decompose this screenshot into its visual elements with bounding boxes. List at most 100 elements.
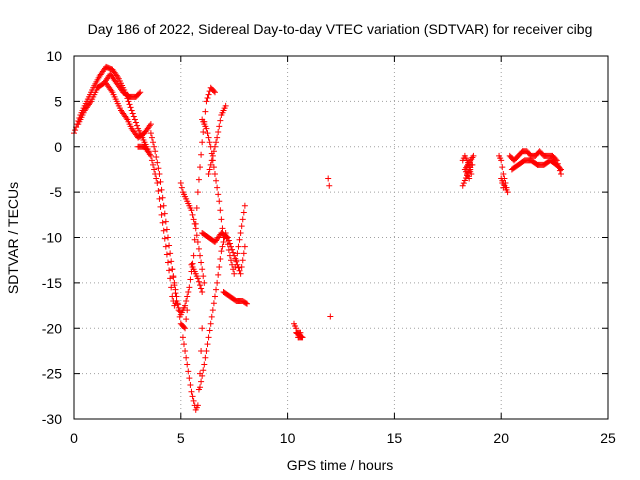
- data-point: [229, 261, 236, 268]
- data-point: [160, 227, 167, 234]
- data-point: [189, 393, 196, 400]
- data-point: [198, 378, 205, 385]
- y-tick-label: -10: [42, 230, 62, 246]
- data-point: [169, 293, 176, 300]
- data-point: [238, 263, 245, 270]
- data-point: [188, 388, 195, 395]
- data-point: [161, 235, 168, 242]
- y-tick-label: -5: [50, 184, 63, 200]
- data-point: [462, 174, 469, 181]
- data-point: [147, 121, 154, 128]
- data-point: [154, 159, 161, 166]
- data-point: [132, 119, 139, 126]
- data-point: [326, 182, 333, 189]
- data-point: [325, 175, 332, 182]
- data-point: [137, 89, 144, 96]
- data-point: [199, 372, 206, 379]
- data-point: [195, 278, 202, 285]
- data-point: [150, 161, 157, 168]
- data-point: [158, 211, 165, 218]
- data-point: [236, 236, 243, 243]
- data-point: [184, 293, 191, 300]
- data-point: [147, 152, 154, 159]
- data-point: [205, 134, 212, 141]
- data-point: [216, 198, 223, 205]
- data-point: [187, 381, 194, 388]
- data-point: [194, 402, 201, 409]
- data-point: [556, 165, 563, 172]
- data-point: [208, 313, 215, 320]
- data-point: [214, 184, 221, 191]
- data-point: [203, 98, 210, 105]
- data-point: [233, 258, 240, 265]
- data-point: [185, 368, 192, 375]
- data-point: [195, 245, 202, 252]
- data-point: [187, 276, 194, 283]
- data-point: [213, 139, 220, 146]
- data-point: [134, 122, 141, 129]
- data-point: [158, 186, 165, 193]
- data-point: [164, 259, 171, 266]
- data-point: [186, 284, 193, 291]
- data-point: [151, 166, 158, 173]
- data-point: [216, 263, 223, 270]
- data-point: [223, 233, 230, 240]
- data-point: [136, 90, 143, 97]
- data-point: [72, 127, 79, 134]
- data-point: [160, 202, 167, 209]
- data-point: [168, 284, 175, 291]
- data-point: [209, 152, 216, 159]
- grid-lines: [74, 56, 608, 419]
- data-point: [206, 166, 213, 173]
- data-point: [215, 191, 222, 198]
- data-point: [167, 250, 174, 257]
- data-point: [127, 104, 134, 111]
- data-point: [191, 220, 198, 227]
- data-point: [459, 182, 466, 189]
- data-point: [186, 375, 193, 382]
- data-point: [218, 248, 225, 255]
- data-point: [181, 341, 188, 348]
- data-point: [151, 143, 158, 150]
- data-point: [211, 89, 218, 96]
- data-point: [183, 316, 190, 323]
- data-point: [500, 170, 507, 177]
- data-point: [206, 139, 213, 146]
- data-point: [194, 189, 201, 196]
- data-point: [222, 102, 229, 109]
- data-point: [128, 107, 135, 114]
- data-point: [465, 169, 472, 176]
- data-point: [230, 249, 237, 256]
- data-point: [206, 327, 213, 334]
- data-point: [226, 240, 233, 247]
- data-point: [241, 202, 248, 209]
- x-tick-label: 10: [280, 430, 296, 446]
- data-point: [185, 288, 192, 295]
- data-point: [199, 325, 206, 332]
- data-point: [239, 257, 246, 264]
- data-point: [217, 256, 224, 263]
- data-point: [161, 210, 168, 217]
- data-point: [558, 166, 565, 173]
- data-point: [211, 293, 218, 300]
- data-point: [214, 134, 221, 141]
- data-point: [231, 252, 238, 259]
- data-point: [125, 98, 132, 105]
- data-point: [183, 298, 190, 305]
- data-point: [210, 148, 217, 155]
- data-point: [179, 334, 186, 341]
- data-point: [217, 207, 224, 214]
- data-point: [126, 101, 133, 108]
- data-point: [199, 266, 206, 273]
- data-point: [205, 334, 212, 341]
- data-point: [152, 170, 159, 177]
- data-point: [197, 252, 204, 259]
- data-point: [167, 275, 174, 282]
- data-point: [236, 267, 243, 274]
- data-point: [200, 367, 207, 374]
- data-point: [466, 167, 473, 174]
- data-point: [130, 113, 137, 120]
- data-point: [203, 347, 210, 354]
- y-tick-label: 5: [54, 93, 62, 109]
- data-point: [464, 172, 471, 179]
